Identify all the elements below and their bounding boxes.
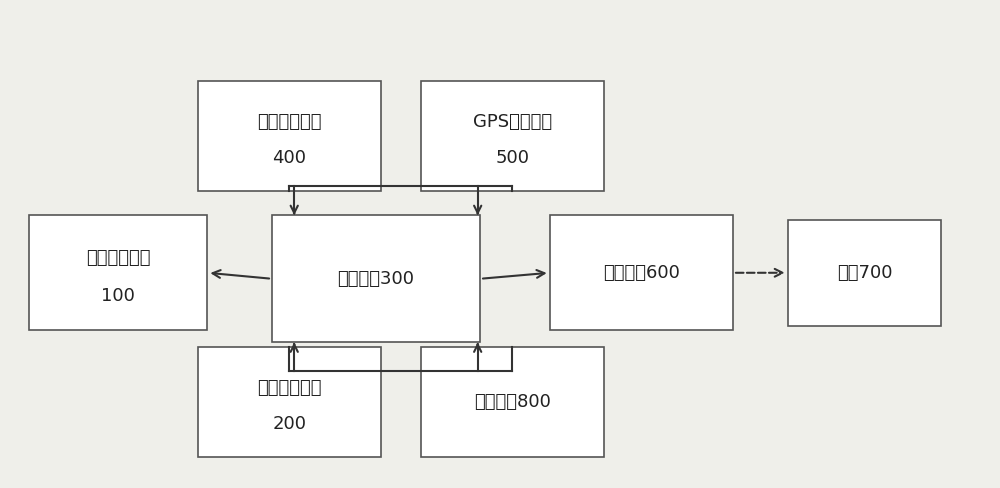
Bar bbox=[272, 215, 480, 342]
Bar bbox=[29, 215, 207, 330]
Bar bbox=[421, 81, 604, 191]
Text: 巡航单元800: 巡航单元800 bbox=[474, 393, 551, 411]
Text: 400: 400 bbox=[272, 149, 306, 167]
Text: 100: 100 bbox=[101, 287, 135, 305]
Text: 温度采集单元: 温度采集单元 bbox=[257, 113, 322, 131]
Text: 500: 500 bbox=[495, 149, 529, 167]
Bar bbox=[421, 347, 604, 457]
Bar bbox=[198, 347, 381, 457]
Text: 通信单元600: 通信单元600 bbox=[603, 264, 680, 282]
Text: 主站700: 主站700 bbox=[837, 264, 892, 282]
Bar bbox=[198, 81, 381, 191]
Text: 200: 200 bbox=[272, 415, 306, 433]
Text: 主控单元300: 主控单元300 bbox=[338, 270, 415, 288]
Text: GPS定位单元: GPS定位单元 bbox=[473, 113, 552, 131]
Bar bbox=[788, 220, 941, 325]
Text: 飞行控制单元: 飞行控制单元 bbox=[86, 249, 150, 267]
Bar bbox=[550, 215, 733, 330]
Text: 图像采集单元: 图像采集单元 bbox=[257, 379, 322, 397]
